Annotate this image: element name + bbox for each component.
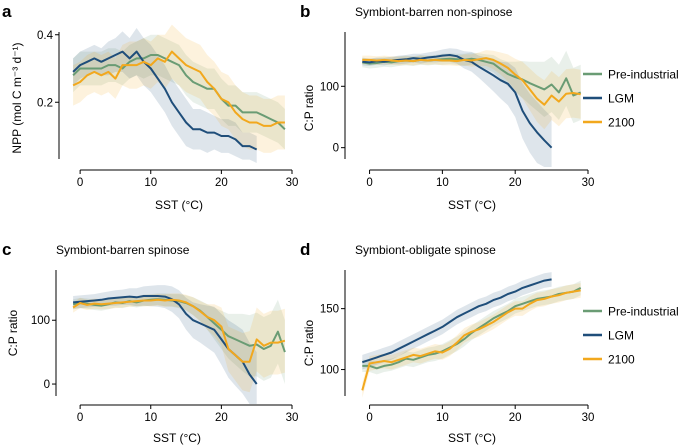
panel-c-plot-area: 0 10 20 30 0 100 (31, 270, 299, 424)
panel-c-x-tick-label: 30 (286, 412, 299, 424)
panel-c-uncertainty-bands (73, 285, 285, 404)
panel-a-series-lines (72, 50, 286, 151)
panel-b-plot-area: 0 10 20 30 0 100 Pre-industrial LGM 2100 (320, 32, 679, 189)
panel-d-y-tick-label: 150 (320, 304, 339, 316)
panel-b-band-pre-industrial (362, 50, 581, 124)
panel-b-x-tick-label: 10 (436, 177, 449, 189)
panel-d-x-tick-label: 30 (582, 412, 595, 424)
panel-a-plot-area: 0 10 20 30 0.2 0.4 (37, 24, 298, 189)
panel-d-line-lgm (361, 278, 552, 364)
panel-b-title: Symbiont-barren non-spinose (355, 5, 513, 19)
panel-d-legend-label: 2100 (608, 353, 635, 367)
panel-c-line-lgm (73, 295, 258, 385)
panel-d-line-pre-industrial (362, 287, 582, 370)
panel-b-legend-label: LGM (608, 92, 634, 106)
panel-d-legend-label: LGM (608, 329, 634, 343)
panel-d: d Symbiont-obligate spinose C:P ratio SS… (300, 240, 679, 445)
panel-b-legend-label: Pre-industrial (608, 68, 679, 82)
panel-d-y-tick-label: 100 (320, 365, 339, 377)
panel-b-x-tick-label: 20 (509, 177, 522, 189)
panel-d-legend-label: Pre-industrial (608, 305, 679, 319)
panel-a-y-tick-label: 0.2 (37, 97, 53, 109)
panel-d-title: Symbiont-obligate spinose (355, 243, 496, 257)
panel-a-x-tick-label: 20 (215, 177, 228, 189)
panel-b-x-axis-label: SST (°C) (448, 198, 496, 212)
panel-a-letter: a (2, 2, 12, 21)
panel-d-line-2100 (361, 289, 581, 391)
panel-a-y-axis-label: NPP (mol C m⁻³ d⁻¹) (10, 42, 24, 153)
panel-b-x-tick-label: 0 (366, 177, 372, 189)
panel-c-y-axis-label: C:P ratio (6, 309, 20, 356)
panel-d-letter: d (300, 240, 310, 259)
panel-a-y-tick-label: 0.4 (37, 30, 54, 42)
panel-b-legend-label: 2100 (608, 116, 635, 130)
panel-a-x-tick-label: 10 (144, 177, 157, 189)
panel-c-title: Symbiont-barren spinose (56, 243, 190, 257)
panel-c-y-tick-label: 100 (31, 315, 50, 327)
panel-a-axes: 0 10 20 30 0.2 0.4 (37, 30, 298, 189)
panel-a-band-2100 (73, 24, 285, 153)
panel-a-band-lgm (73, 28, 257, 163)
panel-a-line-pre-industrial (72, 54, 286, 131)
panel-c-y-tick-label: 0 (44, 379, 50, 391)
panel-d-x-tick-label: 10 (436, 412, 449, 424)
panel-d-legend: Pre-industrial LGM 2100 (583, 305, 679, 367)
panel-a-line-lgm (72, 50, 258, 151)
panel-c-x-tick-label: 10 (144, 412, 157, 424)
panel-d-uncertainty-bands (362, 272, 581, 398)
panel-c-band-2100 (73, 293, 285, 393)
panel-d-x-tick-label: 0 (366, 412, 372, 424)
panel-c-x-tick-label: 20 (215, 412, 228, 424)
panel-a: a NPP (mol C m⁻³ d⁻¹) SST (°C) 0 10 20 30 0.… (2, 2, 298, 212)
panel-b-band-2100 (362, 50, 581, 130)
panel-b: b Symbiont-barren non-spinose C:P ratio … (300, 2, 679, 212)
panel-c-band-lgm (73, 285, 257, 404)
panel-c-x-axis-label: SST (°C) (153, 431, 201, 445)
panel-c-axes: 0 10 20 30 0 100 (31, 270, 299, 424)
panel-b-y-axis-label: C:P ratio (302, 84, 316, 131)
panel-b-x-tick-label: 30 (582, 177, 595, 189)
panel-b-line-2100 (362, 57, 581, 106)
panel-b-band-lgm (362, 48, 552, 167)
panel-c-line-2100 (72, 298, 286, 363)
panel-a-x-axis-label: SST (°C) (155, 198, 203, 212)
panel-b-axes: 0 10 20 30 0 100 (320, 32, 595, 189)
panel-d-band-pre-industrial (362, 280, 581, 375)
panel-a-x-tick-label: 0 (77, 177, 83, 189)
panel-a-uncertainty-bands (73, 24, 285, 163)
panel-d-axes: 0 10 20 30 100 150 (320, 270, 595, 424)
panel-c: c Symbiont-barren spinose C:P ratio SST … (2, 240, 298, 445)
panel-d-y-axis-label: C:P ratio (302, 319, 316, 366)
panel-c-band-pre-industrial (73, 293, 285, 384)
panel-d-plot-area: 0 10 20 30 100 150 Pre-industrial LGM 2100 (320, 270, 679, 424)
panel-c-x-tick-label: 0 (77, 412, 83, 424)
panel-d-band-2100 (362, 283, 581, 398)
panel-d-x-tick-label: 20 (509, 412, 522, 424)
panel-b-letter: b (300, 2, 310, 21)
panel-b-series-lines (362, 54, 582, 149)
panel-d-x-axis-label: SST (°C) (448, 431, 496, 445)
panel-b-legend: Pre-industrial LGM 2100 (583, 68, 679, 130)
panel-b-y-tick-label: 100 (320, 81, 339, 93)
panel-b-uncertainty-bands (362, 48, 581, 167)
panel-b-y-tick-label: 0 (333, 143, 339, 155)
panel-a-x-tick-label: 30 (286, 177, 299, 189)
panel-c-letter: c (2, 240, 11, 259)
panel-a-line-2100 (72, 50, 285, 127)
panel-d-series-lines (361, 278, 582, 391)
panel-c-series-lines (72, 295, 286, 385)
panel-a-band-pre-industrial (73, 34, 285, 150)
